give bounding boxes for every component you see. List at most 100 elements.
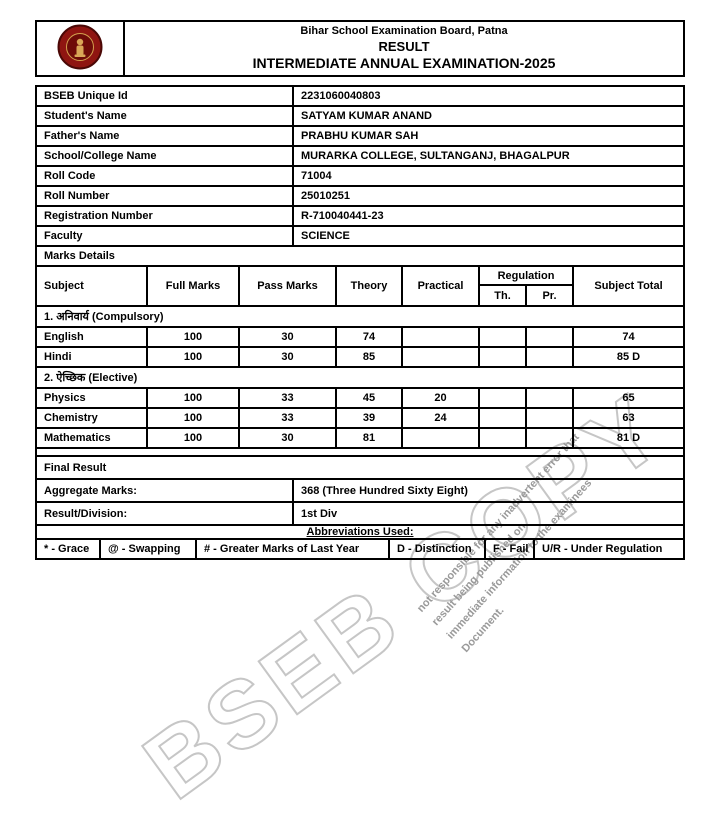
info-value: 25010251 <box>301 190 350 202</box>
cell-full: 100 <box>148 429 240 447</box>
abbr-greater-marks: # - Greater Marks of Last Year <box>197 540 390 558</box>
header-titles: Bihar School Examination Board, Patna RE… <box>125 22 683 75</box>
abbreviations-row: * - Grace @ - Swapping # - Greater Marks… <box>37 540 683 558</box>
cell-reg-th <box>480 348 527 366</box>
bseb-seal-logo <box>57 24 103 73</box>
final-label: Aggregate Marks: <box>37 480 294 501</box>
regulation-label: Regulation <box>480 267 572 286</box>
marks-row-english: English 100 30 74 74 <box>37 328 683 348</box>
info-row-registration-number: Registration Number R-710040441-23 <box>37 207 683 227</box>
col-regulation-th: Th. <box>480 286 527 305</box>
info-row-school-name: School/College Name MURARKA COLLEGE, SUL… <box>37 147 683 167</box>
info-value: R-710040441-23 <box>301 210 384 222</box>
exam-title: INTERMEDIATE ANNUAL EXAMINATION-2025 <box>252 54 556 71</box>
cell-full: 100 <box>148 348 240 366</box>
col-full-marks: Full Marks <box>148 267 240 305</box>
col-subject: Subject <box>37 267 148 305</box>
cell-theory: 81 <box>337 429 403 447</box>
cell-reg-pr <box>527 348 574 366</box>
final-result-label: Final Result <box>44 461 107 474</box>
col-regulation-pr: Pr. <box>542 289 557 302</box>
cell-total: 74 <box>622 331 635 343</box>
cell-reg-pr <box>527 389 574 407</box>
cell-full: 100 <box>148 409 240 427</box>
cell-pass: 30 <box>240 328 337 346</box>
section-compulsory: 1. अनिवार्य (Compulsory) <box>37 307 683 328</box>
abbr-swapping: @ - Swapping <box>101 540 197 558</box>
marks-row-physics: Physics 100 33 45 20 65 <box>37 389 683 409</box>
result-table: BSEB Unique Id 2231060040803 Student's N… <box>35 85 685 560</box>
final-label: Result/Division: <box>37 503 294 524</box>
final-value: 1st Div <box>301 507 338 520</box>
cell-total: 65 <box>622 392 635 404</box>
abbr-distinction: D - Distinction <box>390 540 486 558</box>
cell-reg-th <box>480 328 527 346</box>
result-title: RESULT <box>378 38 430 54</box>
info-value: SCIENCE <box>301 230 350 242</box>
cell-theory: 74 <box>337 328 403 346</box>
info-row-father-name: Father's Name PRABHU KUMAR SAH <box>37 127 683 147</box>
cell-theory: 45 <box>337 389 403 407</box>
abbr-grace: * - Grace <box>37 540 101 558</box>
cell-practical: 24 <box>403 409 480 427</box>
cell-subject: Chemistry <box>37 409 148 427</box>
cell-theory: 39 <box>337 409 403 427</box>
marks-details-label: Marks Details <box>44 250 115 262</box>
cell-reg-pr <box>527 409 574 427</box>
col-subject-total: Subject Total <box>594 280 663 292</box>
info-label: Father's Name <box>37 127 294 145</box>
logo-cell <box>37 22 125 75</box>
marks-details-title: Marks Details <box>37 247 683 267</box>
final-row-division: Result/Division: 1st Div <box>37 503 683 526</box>
abbr-under-regulation: U/R - Under Regulation <box>542 543 663 555</box>
info-label: Roll Number <box>37 187 294 205</box>
section-title: 2. ऐच्छिक (Elective) <box>44 372 138 384</box>
info-row-student-name: Student's Name SATYAM KUMAR ANAND <box>37 107 683 127</box>
cell-reg-th <box>480 429 527 447</box>
cell-subject: Physics <box>37 389 148 407</box>
spacer-row <box>37 449 683 457</box>
info-value: PRABHU KUMAR SAH <box>301 130 419 142</box>
cell-practical <box>403 429 480 447</box>
col-practical: Practical <box>403 267 480 305</box>
info-value: 2231060040803 <box>301 90 381 102</box>
cell-pass: 30 <box>240 429 337 447</box>
header-box: Bihar School Examination Board, Patna RE… <box>35 20 685 77</box>
info-row-bseb-unique-id: BSEB Unique Id 2231060040803 <box>37 87 683 107</box>
cell-practical: 20 <box>403 389 480 407</box>
marks-row-hindi: Hindi 100 30 85 85 D <box>37 348 683 368</box>
abbreviations-label: Abbreviations Used: <box>306 526 414 538</box>
final-result-title: Final Result <box>37 457 683 480</box>
cell-total: 81 D <box>616 432 641 444</box>
final-value: 368 (Three Hundred Sixty Eight) <box>301 484 468 497</box>
cell-subject: Hindi <box>37 348 148 366</box>
cell-theory: 85 <box>337 348 403 366</box>
cell-subject: Mathematics <box>37 429 148 447</box>
info-label: BSEB Unique Id <box>37 87 294 105</box>
section-elective: 2. ऐच्छिक (Elective) <box>37 368 683 389</box>
marks-table-header: Subject Full Marks Pass Marks Theory Pra… <box>37 267 683 307</box>
info-label: School/College Name <box>37 147 294 165</box>
col-theory: Theory <box>337 267 403 305</box>
info-row-roll-number: Roll Number 25010251 <box>37 187 683 207</box>
info-row-faculty: Faculty SCIENCE <box>37 227 683 247</box>
info-label: Registration Number <box>37 207 294 225</box>
abbreviations-title: Abbreviations Used: <box>37 526 683 540</box>
final-row-aggregate: Aggregate Marks: 368 (Three Hundred Sixt… <box>37 480 683 503</box>
result-page: BSEB COPY not responsible for any inadve… <box>35 20 685 821</box>
cell-reg-pr <box>527 429 574 447</box>
cell-practical <box>403 328 480 346</box>
cell-pass: 33 <box>240 389 337 407</box>
cell-reg-pr <box>527 328 574 346</box>
section-title: 1. अनिवार्य (Compulsory) <box>44 311 164 323</box>
info-label: Student's Name <box>37 107 294 125</box>
cell-reg-th <box>480 389 527 407</box>
info-row-roll-code: Roll Code 71004 <box>37 167 683 187</box>
cell-total: 85 D <box>616 351 641 363</box>
cell-pass: 33 <box>240 409 337 427</box>
abbr-fail: F - Fail <box>486 540 535 558</box>
cell-total: 63 <box>622 412 635 424</box>
marks-row-chemistry: Chemistry 100 33 39 24 63 <box>37 409 683 429</box>
marks-row-mathematics: Mathematics 100 30 81 81 D <box>37 429 683 449</box>
info-label: Faculty <box>37 227 294 245</box>
